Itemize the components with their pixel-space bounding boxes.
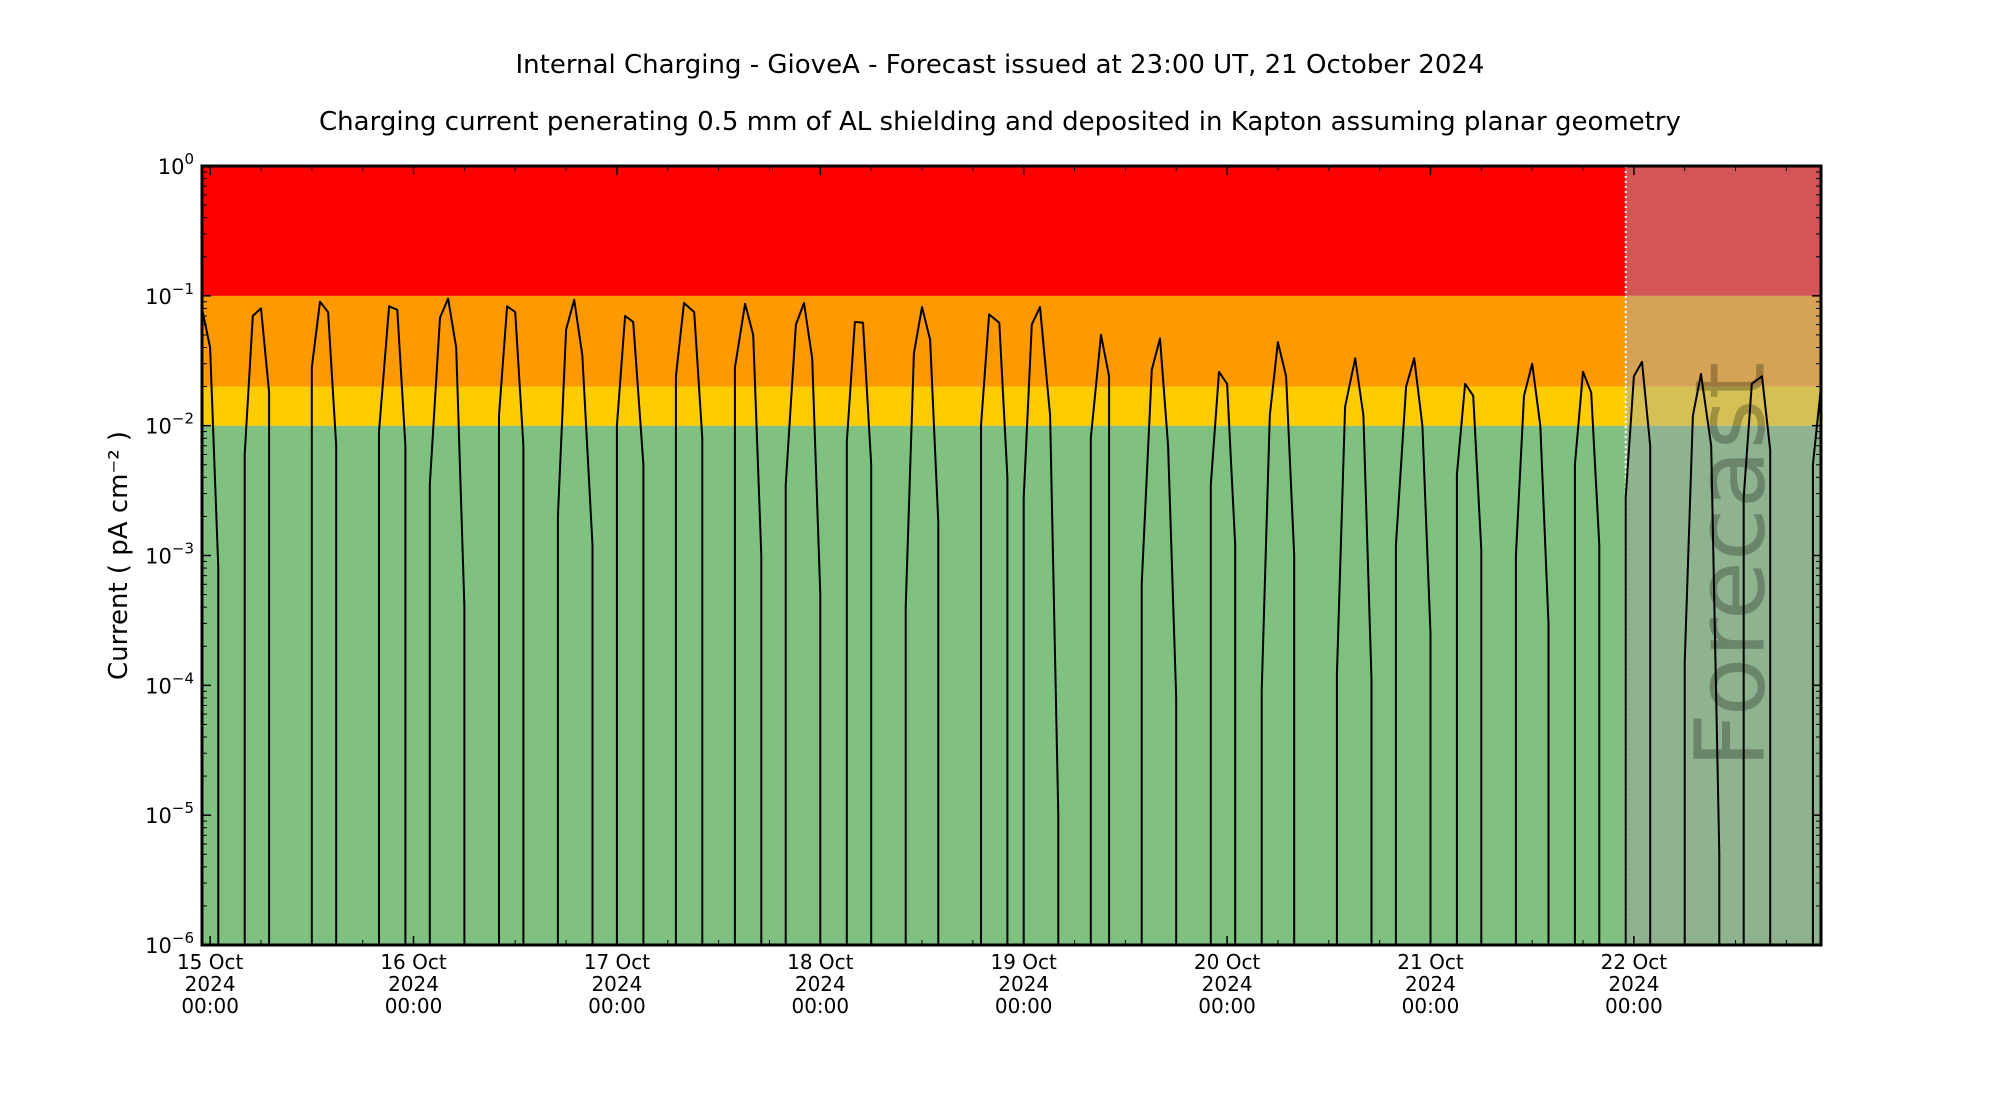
forecast-band-1 xyxy=(1625,386,1821,426)
forecast-band-2 xyxy=(1625,295,1821,387)
x-tick-label: 18 Oct xyxy=(787,950,854,974)
x-tick-label: 00:00 xyxy=(1402,994,1460,1018)
y-axis-label: Current ( pA cm⁻² ) xyxy=(104,431,134,680)
x-tick-label: 00:00 xyxy=(181,994,239,1018)
x-tick-label: 2024 xyxy=(998,972,1049,996)
x-tick-label: 15 Oct xyxy=(177,950,244,974)
x-tick-label: 21 Oct xyxy=(1397,950,1464,974)
x-tick-label: 2024 xyxy=(1202,972,1253,996)
band-1 xyxy=(202,386,1626,426)
x-tick-label: 2024 xyxy=(1608,972,1659,996)
forecast-band-3 xyxy=(1625,166,1821,296)
y-tick-label: 10−2 xyxy=(145,410,194,439)
x-tick-label: 17 Oct xyxy=(584,950,651,974)
x-tick-label: 2024 xyxy=(185,972,236,996)
y-tick-label: 10−5 xyxy=(145,799,194,828)
x-tick-label: 22 Oct xyxy=(1601,950,1668,974)
x-tick-label: 2024 xyxy=(1405,972,1456,996)
y-tick-label: 10−6 xyxy=(145,929,194,958)
chart-title: Internal Charging - GioveA - Forecast is… xyxy=(515,50,1485,80)
x-tick-label: 2024 xyxy=(388,972,439,996)
forecast-band-0 xyxy=(1625,425,1821,946)
y-axis: 10−6 10−5 10−4 10−3 10−2 10−1 100 xyxy=(145,150,1821,958)
x-tick-label: 16 Oct xyxy=(380,950,447,974)
y-tick-label: 100 xyxy=(158,150,194,179)
y-tick-label: 10−4 xyxy=(145,669,194,698)
x-tick-label: 00:00 xyxy=(588,994,646,1018)
x-tick-label: 00:00 xyxy=(1605,994,1663,1018)
charging-level-bands xyxy=(202,166,1626,946)
band-3 xyxy=(202,166,1626,296)
x-tick-label: 2024 xyxy=(591,972,642,996)
chart-subtitle: Charging current penerating 0.5 mm of AL… xyxy=(319,107,1681,137)
forecast-region xyxy=(1624,166,1821,946)
x-tick-label: 00:00 xyxy=(995,994,1053,1018)
x-tick-label: 19 Oct xyxy=(991,950,1058,974)
x-tick-label: 20 Oct xyxy=(1194,950,1261,974)
x-tick-label: 00:00 xyxy=(791,994,849,1018)
y-tick-label: 10−1 xyxy=(145,280,194,309)
y-tick-label: 10−3 xyxy=(145,540,194,569)
forecast-watermark: Forecast xyxy=(1674,362,1786,768)
band-0 xyxy=(202,425,1626,946)
x-tick-label: 2024 xyxy=(795,972,846,996)
x-tick-label: 00:00 xyxy=(1198,994,1256,1018)
x-tick-label: 00:00 xyxy=(385,994,443,1018)
